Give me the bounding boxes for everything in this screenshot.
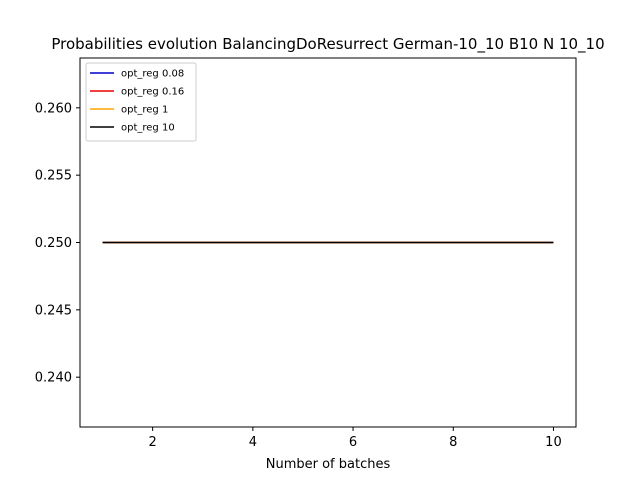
x-tick-label: 6 bbox=[349, 435, 357, 450]
x-tick-label: 2 bbox=[149, 435, 157, 450]
legend-box bbox=[85, 62, 197, 142]
legend-label-4: opt_reg 10 bbox=[121, 123, 175, 134]
y-tick-label: 0.245 bbox=[35, 303, 72, 318]
y-axis: 0.240 0.245 0.250 0.255 0.260 bbox=[35, 101, 80, 386]
y-tick-label: 0.255 bbox=[35, 169, 72, 184]
legend-label-3: opt_reg 1 bbox=[121, 105, 168, 116]
x-axis-label: Number of batches bbox=[266, 457, 391, 472]
legend-label-2: opt_reg 0.16 bbox=[121, 87, 184, 98]
y-tick-label: 0.260 bbox=[35, 101, 72, 116]
x-tick-label: 4 bbox=[249, 435, 257, 450]
x-axis: 2 4 6 8 10 bbox=[149, 427, 562, 450]
legend: opt_reg 0.08 opt_reg 0.16 opt_reg 1 opt_reg… bbox=[85, 62, 197, 142]
x-tick-label: 10 bbox=[545, 435, 562, 450]
legend-label-1: opt_reg 0.08 bbox=[121, 69, 184, 80]
chart-title: Probabilities evolution BalancingDoResur… bbox=[51, 35, 604, 54]
x-tick-label: 8 bbox=[449, 435, 457, 450]
y-tick-label: 0.240 bbox=[35, 371, 72, 386]
y-tick-label: 0.250 bbox=[35, 236, 72, 251]
